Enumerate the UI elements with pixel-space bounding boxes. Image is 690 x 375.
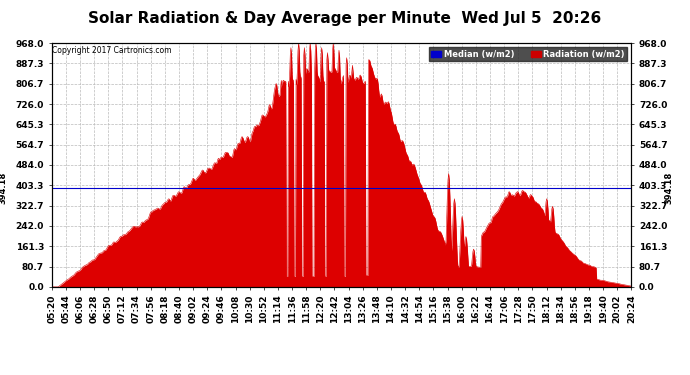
Text: Copyright 2017 Cartronics.com: Copyright 2017 Cartronics.com	[52, 46, 172, 55]
Text: 394.18: 394.18	[664, 171, 673, 204]
Text: Solar Radiation & Day Average per Minute  Wed Jul 5  20:26: Solar Radiation & Day Average per Minute…	[88, 11, 602, 26]
Text: 394.18: 394.18	[0, 171, 8, 204]
Legend: Median (w/m2), Radiation (w/m2): Median (w/m2), Radiation (w/m2)	[428, 47, 627, 61]
